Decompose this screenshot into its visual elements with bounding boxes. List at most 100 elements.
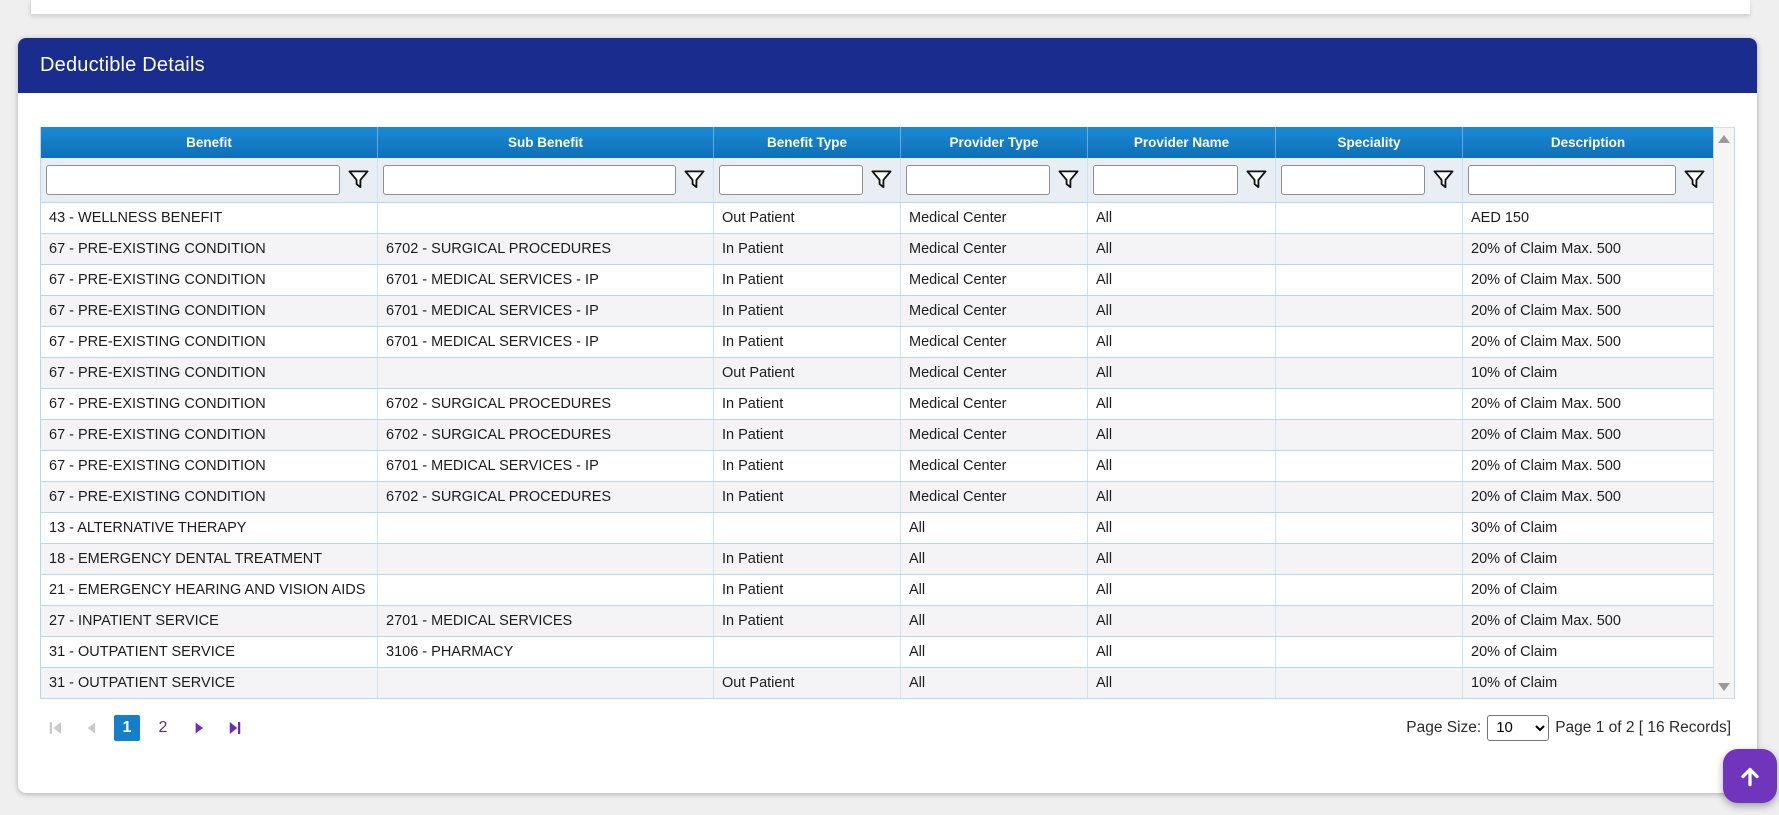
cell-speciality xyxy=(1275,636,1463,668)
cell-provider-type: All xyxy=(900,605,1088,637)
vertical-scrollbar[interactable] xyxy=(1714,127,1735,699)
cell-description: 10% of Claim xyxy=(1462,667,1714,699)
column-header-benefit-type[interactable]: Benefit Type xyxy=(713,127,901,158)
table-row[interactable]: 67 - PRE-EXISTING CONDITION 6701 - MEDICA… xyxy=(40,326,1714,358)
table-row[interactable]: 67 - PRE-EXISTING CONDITION 6701 - MEDICA… xyxy=(40,295,1714,327)
filter-funnel-icon[interactable] xyxy=(1430,167,1456,193)
column-header-speciality[interactable]: Speciality xyxy=(1275,127,1463,158)
table-row[interactable]: 21 - EMERGENCY HEARING AND VISION AIDS In… xyxy=(40,574,1714,606)
cell-speciality xyxy=(1275,264,1463,296)
table-row[interactable]: 67 - PRE-EXISTING CONDITION 6702 - SURGIC… xyxy=(40,388,1714,420)
cell-benefit-type xyxy=(713,512,901,544)
column-header-sub-benefit[interactable]: Sub Benefit xyxy=(377,127,714,158)
cell-sub-benefit: 6702 - SURGICAL PROCEDURES xyxy=(377,419,714,451)
cell-sub-benefit xyxy=(377,543,714,575)
filter-input-provider-type[interactable] xyxy=(906,164,1050,195)
table-row[interactable]: 31 - OUTPATIENT SERVICE Out Patient All All… xyxy=(40,667,1714,699)
filter-input-sub-benefit[interactable] xyxy=(383,164,676,195)
cell-description: 20% of Claim Max. 500 xyxy=(1462,233,1714,265)
column-header-provider-type[interactable]: Provider Type xyxy=(900,127,1088,158)
cell-speciality xyxy=(1275,450,1463,482)
table-row[interactable]: 43 - WELLNESS BENEFIT Out Patient Medical … xyxy=(40,202,1714,234)
cell-sub-benefit xyxy=(377,667,714,699)
pager-summary-group: Page Size: 10 Page 1 of 2 [ 16 Records] xyxy=(1406,714,1735,741)
page-size-select[interactable]: 10 xyxy=(1487,714,1550,741)
filter-input-speciality[interactable] xyxy=(1281,164,1425,195)
filter-funnel-icon[interactable] xyxy=(868,167,894,193)
filter-cell-benefit xyxy=(40,158,378,203)
prev-page-icon[interactable] xyxy=(78,715,104,741)
column-header-benefit[interactable]: Benefit xyxy=(40,127,378,158)
page-summary: Page 1 of 2 [ 16 Records] xyxy=(1555,718,1731,736)
cell-provider-type: Medical Center xyxy=(900,357,1088,389)
column-header-provider-name[interactable]: Provider Name xyxy=(1087,127,1276,158)
filter-funnel-icon[interactable] xyxy=(681,167,707,193)
cell-provider-type: All xyxy=(900,667,1088,699)
table-row[interactable]: 18 - EMERGENCY DENTAL TREATMENT In Patien… xyxy=(40,543,1714,575)
filter-cell-speciality xyxy=(1275,158,1463,203)
filter-funnel-icon[interactable] xyxy=(1055,167,1081,193)
cell-benefit: 21 - EMERGENCY HEARING AND VISION AIDS xyxy=(40,574,378,606)
cell-description: 20% of Claim xyxy=(1462,636,1714,668)
pagination-bar: 1 2 Page Size: 10 Page 1 of 2 [ 16 Recor… xyxy=(40,711,1735,745)
cell-provider-type: Medical Center xyxy=(900,481,1088,513)
filter-input-description[interactable] xyxy=(1468,164,1676,195)
cell-benefit: 67 - PRE-EXISTING CONDITION xyxy=(40,388,378,420)
table-row[interactable]: 67 - PRE-EXISTING CONDITION 6702 - SURGIC… xyxy=(40,419,1714,451)
cell-benefit: 13 - ALTERNATIVE THERAPY xyxy=(40,512,378,544)
column-header-description[interactable]: Description xyxy=(1462,127,1714,158)
scroll-to-top-button[interactable] xyxy=(1723,749,1777,803)
cell-provider-name: All xyxy=(1087,574,1276,606)
table-row[interactable]: 67 - PRE-EXISTING CONDITION 6701 - MEDICA… xyxy=(40,264,1714,296)
cell-description: 30% of Claim xyxy=(1462,512,1714,544)
filter-cell-benefit-type xyxy=(713,158,901,203)
cell-description: 20% of Claim Max. 500 xyxy=(1462,388,1714,420)
cell-benefit: 67 - PRE-EXISTING CONDITION xyxy=(40,326,378,358)
cell-provider-name: All xyxy=(1087,450,1276,482)
cell-provider-name: All xyxy=(1087,667,1276,699)
cell-description: 20% of Claim Max. 500 xyxy=(1462,450,1714,482)
filter-funnel-icon[interactable] xyxy=(345,167,371,193)
filter-input-provider-name[interactable] xyxy=(1093,164,1238,195)
page-size-label: Page Size: xyxy=(1406,718,1482,736)
cell-description: AED 150 xyxy=(1462,202,1714,234)
cell-benefit-type: In Patient xyxy=(713,543,901,575)
cell-provider-name: All xyxy=(1087,388,1276,420)
cell-provider-type: Medical Center xyxy=(900,264,1088,296)
cell-benefit: 31 - OUTPATIENT SERVICE xyxy=(40,667,378,699)
page-button-2[interactable]: 2 xyxy=(158,718,168,736)
first-page-icon[interactable] xyxy=(42,715,68,741)
cell-provider-type: All xyxy=(900,574,1088,606)
cell-sub-benefit: 2701 - MEDICAL SERVICES xyxy=(377,605,714,637)
scroll-down-icon[interactable] xyxy=(1718,682,1730,691)
page-button-1[interactable]: 1 xyxy=(114,714,140,741)
filter-input-benefit-type[interactable] xyxy=(719,164,863,195)
cell-sub-benefit: 6701 - MEDICAL SERVICES - IP xyxy=(377,295,714,327)
table-row[interactable]: 67 - PRE-EXISTING CONDITION Out Patient Me… xyxy=(40,357,1714,389)
cell-benefit: 31 - OUTPATIENT SERVICE xyxy=(40,636,378,668)
previous-card-edge xyxy=(30,0,1750,14)
last-page-icon[interactable] xyxy=(222,715,248,741)
cell-sub-benefit: 6701 - MEDICAL SERVICES - IP xyxy=(377,264,714,296)
filter-funnel-icon[interactable] xyxy=(1243,167,1269,193)
table-row[interactable]: 67 - PRE-EXISTING CONDITION 6702 - SURGIC… xyxy=(40,233,1714,265)
table-row[interactable]: 67 - PRE-EXISTING CONDITION 6701 - MEDICA… xyxy=(40,450,1714,482)
filter-cell-description xyxy=(1462,158,1714,203)
cell-benefit-type: In Patient xyxy=(713,481,901,513)
filter-input-benefit[interactable] xyxy=(46,164,340,195)
filter-funnel-icon[interactable] xyxy=(1681,167,1707,193)
deductible-details-panel: Deductible Details Benefit Sub Benefit Ben… xyxy=(18,38,1757,793)
cell-provider-name: All xyxy=(1087,326,1276,358)
table-row[interactable]: 67 - PRE-EXISTING CONDITION 6702 - SURGIC… xyxy=(40,481,1714,513)
cell-provider-name: All xyxy=(1087,419,1276,451)
data-grid: Benefit Sub Benefit Benefit Type Provider T… xyxy=(40,127,1735,699)
table-row[interactable]: 27 - INPATIENT SERVICE 2701 - MEDICAL SER… xyxy=(40,605,1714,637)
next-page-icon[interactable] xyxy=(186,715,212,741)
scroll-up-icon[interactable] xyxy=(1718,135,1730,143)
table-row[interactable]: 13 - ALTERNATIVE THERAPY All All 30% of Cla… xyxy=(40,512,1714,544)
cell-provider-type: All xyxy=(900,512,1088,544)
cell-speciality xyxy=(1275,543,1463,575)
pager-controls: 1 2 xyxy=(40,714,248,741)
table-row[interactable]: 31 - OUTPATIENT SERVICE 3106 - PHARMACY Al… xyxy=(40,636,1714,668)
cell-provider-type: Medical Center xyxy=(900,326,1088,358)
